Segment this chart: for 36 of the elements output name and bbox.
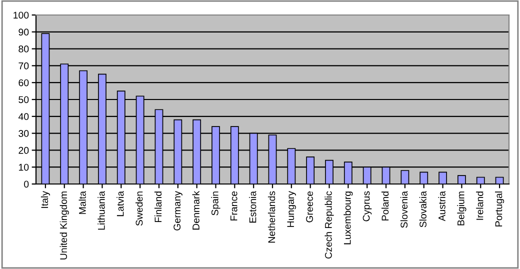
x-tick-label: Czech Republic xyxy=(324,191,334,259)
y-tick-label: 10 xyxy=(18,164,29,171)
y-tick-label: 60 xyxy=(18,79,29,86)
x-tick-label: Hungary xyxy=(287,190,296,227)
x-tick-label: France xyxy=(230,191,238,220)
y-tick-label: 30 xyxy=(18,130,29,137)
x-tick-label: Sweden xyxy=(136,192,143,226)
y-tick-label: 0 xyxy=(24,180,29,188)
x-tick-label: Netherlands xyxy=(268,191,276,243)
x-tick-label: Luxembourg xyxy=(344,192,353,244)
x-tick-label: Cyprus xyxy=(362,191,372,222)
y-tick-label: 40 xyxy=(18,113,29,120)
y-tick-label: 70 xyxy=(18,62,29,70)
x-tick-label: Latvia xyxy=(116,190,124,216)
x-tick-label: Germany xyxy=(174,190,182,230)
y-tick-label: 100 xyxy=(14,12,29,19)
x-tick-label: Portugal xyxy=(495,192,504,226)
x-tick-label: Malta xyxy=(78,190,86,214)
x-tick-label: Poland xyxy=(381,192,389,220)
x-tick-label: Slovenia xyxy=(400,190,408,228)
x-tick-label: Estonia xyxy=(249,190,256,223)
x-tick-label: Belgium xyxy=(457,192,466,226)
x-tick-label: Greece xyxy=(306,191,313,222)
x-tick-label: United Kingdom xyxy=(60,192,69,260)
x-tick-label: Ireland xyxy=(476,192,484,220)
x-tick-label: Slovakia xyxy=(419,190,426,228)
x-tick-label: Italy xyxy=(40,190,50,208)
x-tick-label: Finland xyxy=(154,192,162,222)
x-tick-label: Lithuania xyxy=(98,190,105,230)
x-tick-label: Denmark xyxy=(192,190,200,230)
y-tick-label: 80 xyxy=(18,46,29,52)
x-tick-label: Austria xyxy=(438,190,446,222)
y-tick-label: 20 xyxy=(18,146,29,154)
x-tick-label: Spain xyxy=(211,192,220,216)
y-tick-label: 50 xyxy=(18,96,29,104)
y-tick-label: 90 xyxy=(18,28,29,36)
